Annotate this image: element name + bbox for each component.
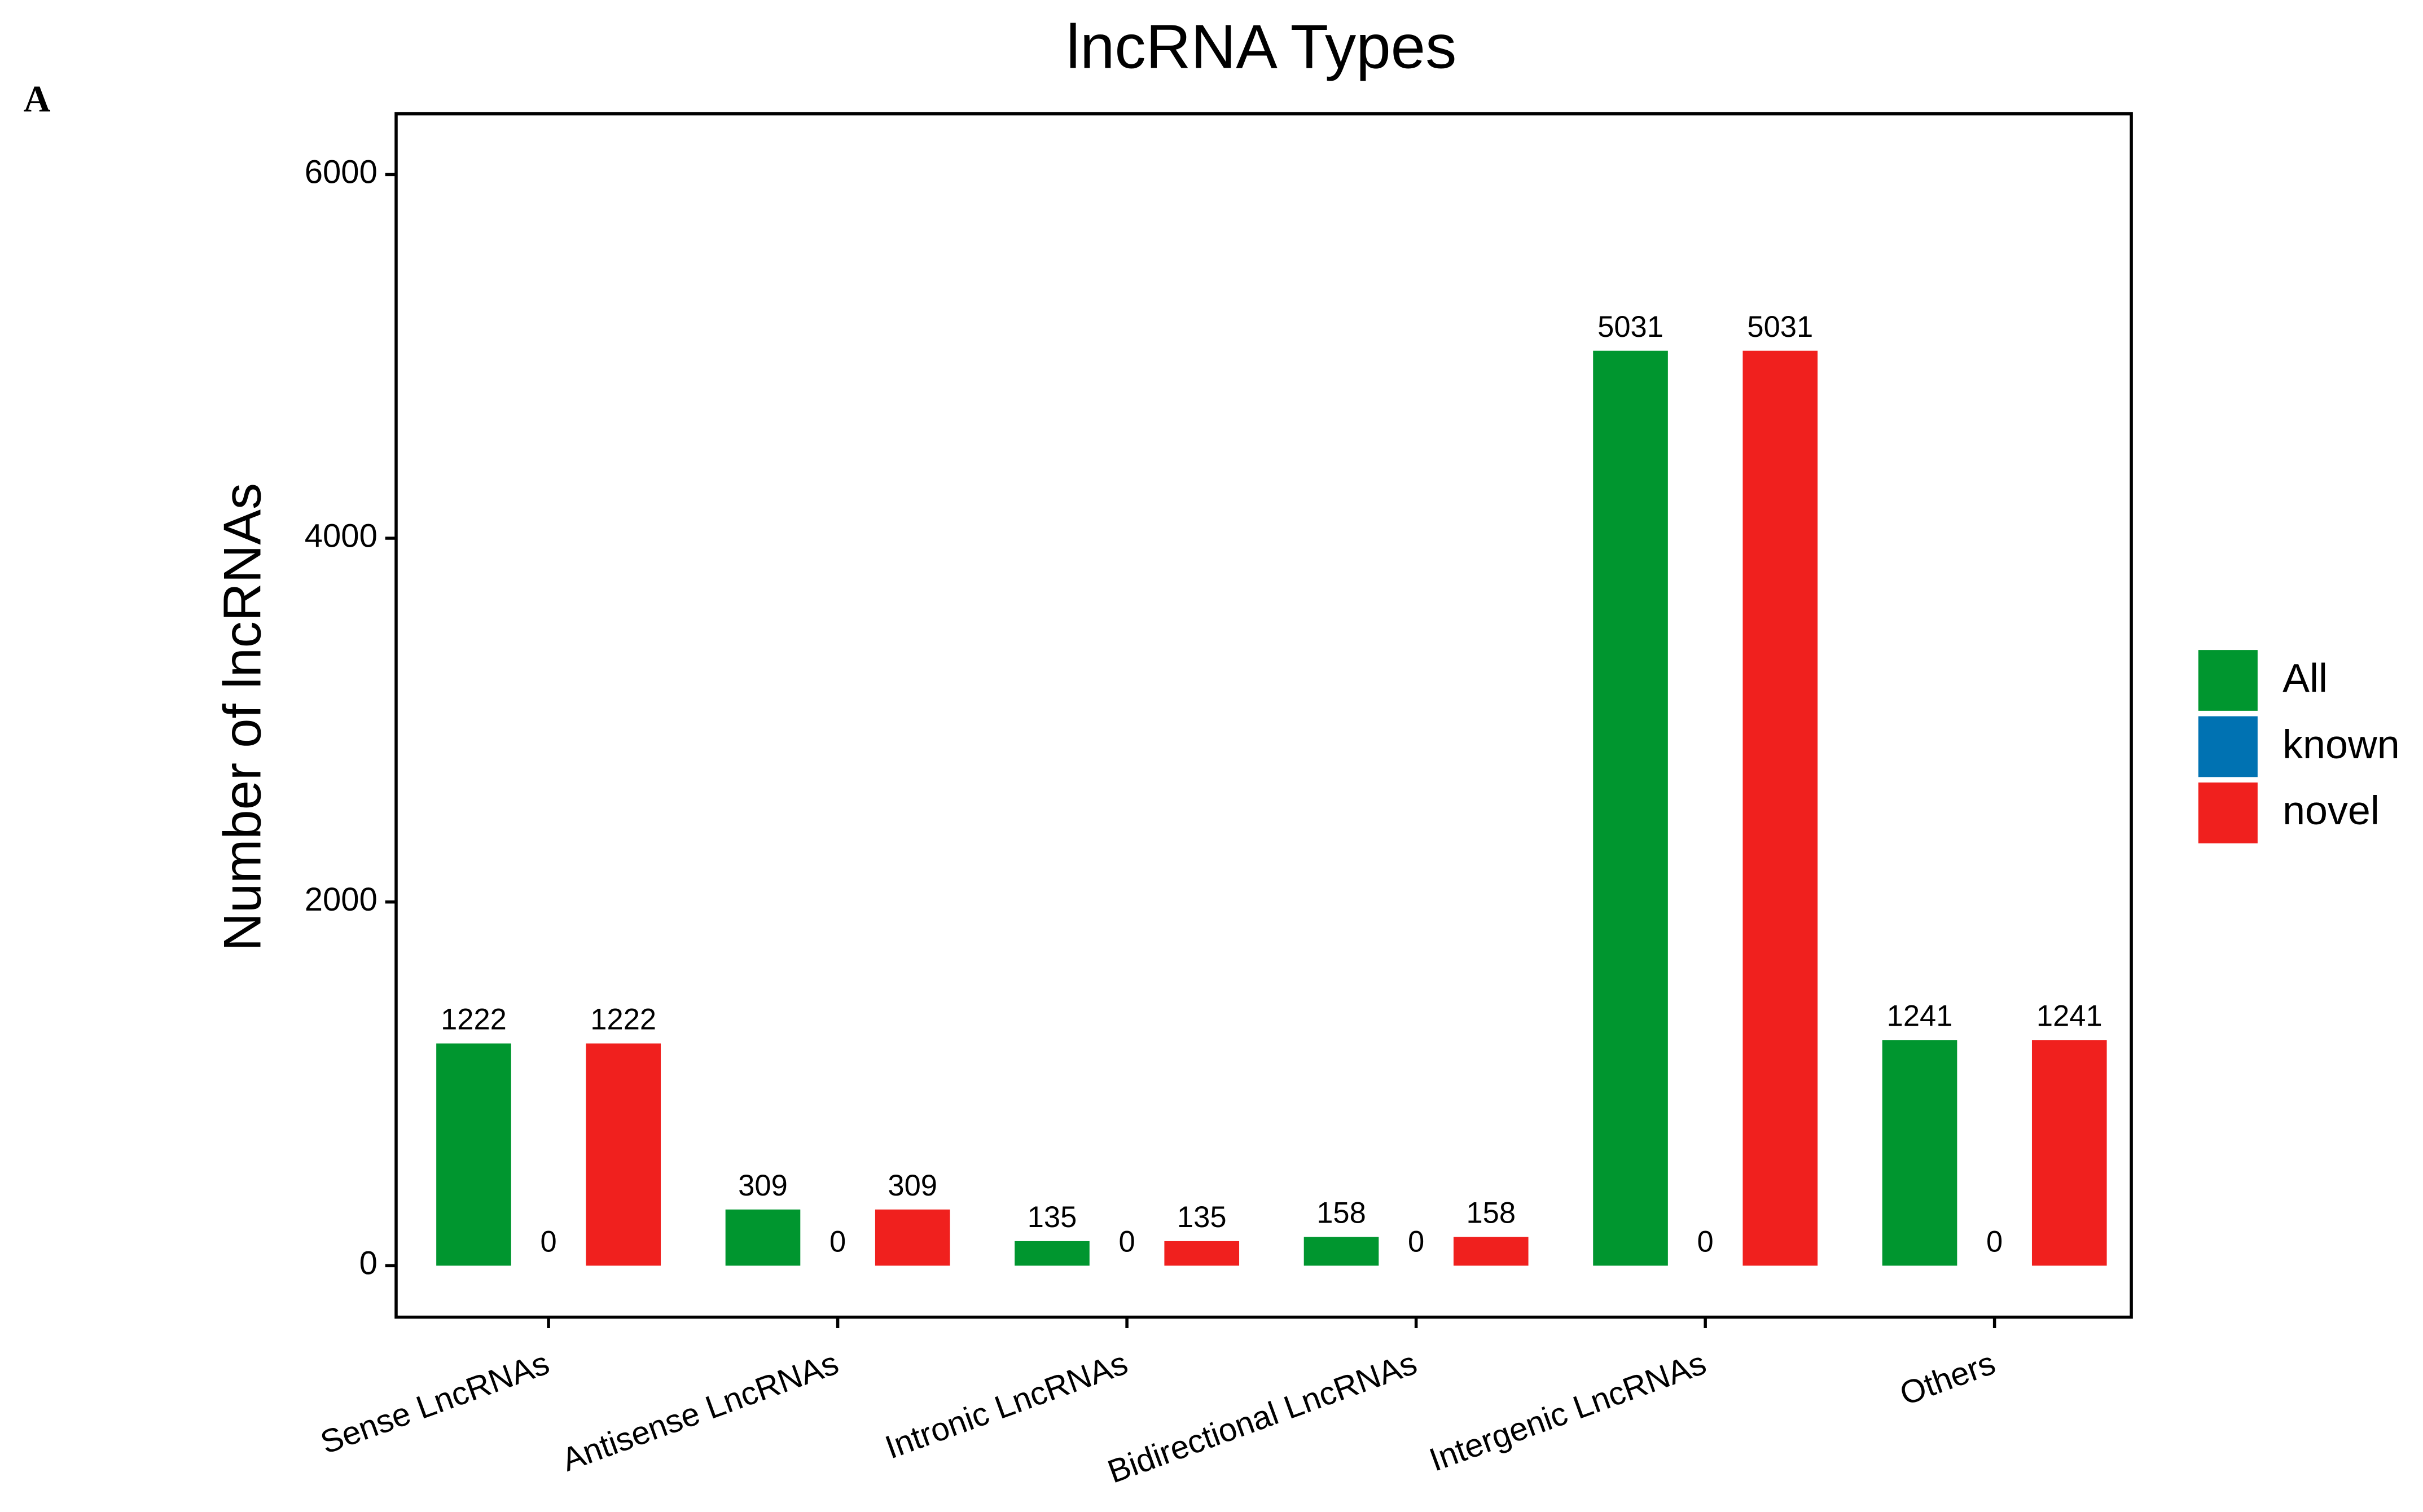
bar [1742, 350, 1818, 1266]
bar [436, 1043, 511, 1266]
value-label: 1222 [590, 1003, 656, 1036]
x-tick-label: Sense LncRNAs [316, 1344, 554, 1461]
value-label: 1241 [1887, 1000, 1953, 1033]
y-axis-label: Number of lncRNAs [213, 483, 272, 951]
value-label: 5031 [1747, 310, 1813, 344]
value-label: 309 [738, 1169, 788, 1202]
panel-label: A [24, 79, 51, 120]
value-label: 0 [1119, 1225, 1135, 1259]
value-label: 0 [1697, 1225, 1714, 1259]
x-tick-label: Bidirectional LncRNAs [1103, 1344, 1422, 1490]
legend-swatch [2198, 650, 2258, 711]
value-label: 0 [1408, 1225, 1424, 1259]
legend-swatch [2198, 782, 2258, 843]
value-label: 0 [540, 1225, 556, 1259]
bar [586, 1043, 661, 1266]
bar [1015, 1241, 1090, 1266]
bar [1164, 1241, 1240, 1266]
bar [725, 1209, 801, 1266]
bar [1593, 350, 1668, 1266]
value-label: 135 [1028, 1201, 1077, 1234]
bar [1303, 1237, 1379, 1266]
legend-label: novel [2282, 788, 2380, 833]
value-label: 0 [1986, 1225, 2003, 1259]
x-tick-label: Intergenic LncRNAs [1425, 1344, 1711, 1479]
legend-swatch [2198, 716, 2258, 777]
value-label: 0 [829, 1225, 846, 1259]
value-label: 309 [888, 1169, 937, 1202]
value-label: 5031 [1597, 310, 1663, 344]
legend-label: known [2282, 722, 2400, 767]
x-tick-label: Intronic LncRNAs [880, 1344, 1132, 1466]
x-tick-label: Antisense LncRNAs [557, 1344, 843, 1479]
y-tick-label: 2000 [305, 881, 378, 918]
chart-title: lncRNA Types [1066, 12, 1456, 81]
bar [1453, 1237, 1529, 1266]
y-tick-label: 4000 [305, 517, 378, 554]
value-label: 1222 [441, 1003, 507, 1036]
value-label: 1241 [2036, 1000, 2102, 1033]
x-tick-label: Others [1895, 1344, 2000, 1413]
bar [2031, 1040, 2107, 1266]
plot-frame [394, 112, 2133, 1319]
bar [1882, 1040, 1957, 1266]
bar [875, 1209, 950, 1266]
value-label: 158 [1466, 1197, 1516, 1230]
value-label: 158 [1316, 1197, 1366, 1230]
value-label: 135 [1177, 1201, 1227, 1234]
legend-label: All [2282, 656, 2328, 701]
y-tick-label: 0 [359, 1245, 378, 1282]
y-tick-label: 6000 [305, 154, 378, 191]
